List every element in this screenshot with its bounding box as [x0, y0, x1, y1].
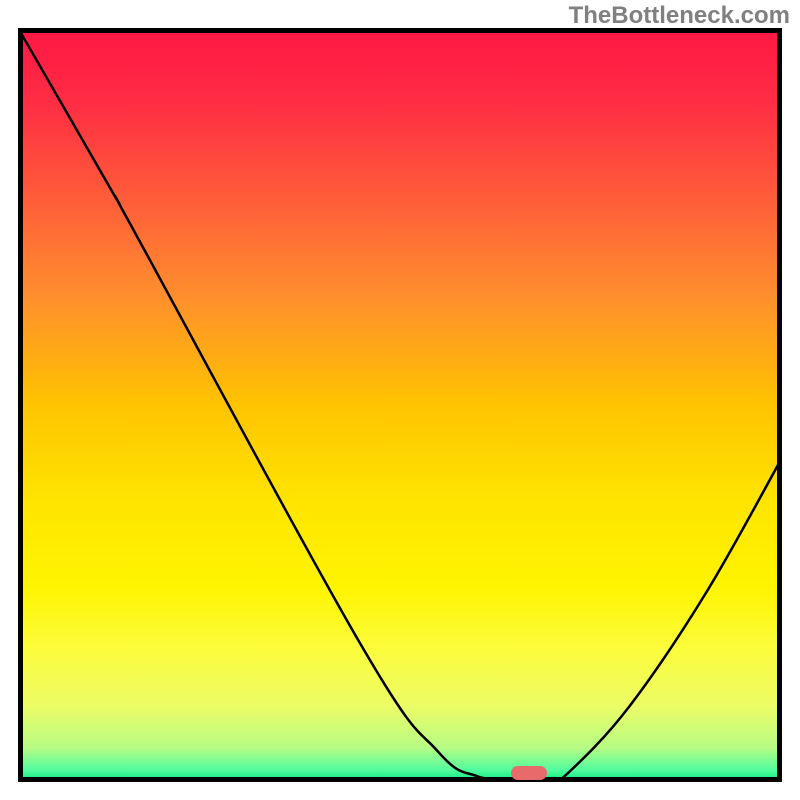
watermark-text: TheBottleneck.com	[569, 2, 790, 30]
curve-svg	[18, 28, 782, 782]
chart-container: TheBottleneck.com	[0, 0, 800, 800]
bottleneck-curve	[18, 28, 782, 780]
optimal-marker	[511, 766, 547, 780]
plot-area	[18, 28, 782, 782]
